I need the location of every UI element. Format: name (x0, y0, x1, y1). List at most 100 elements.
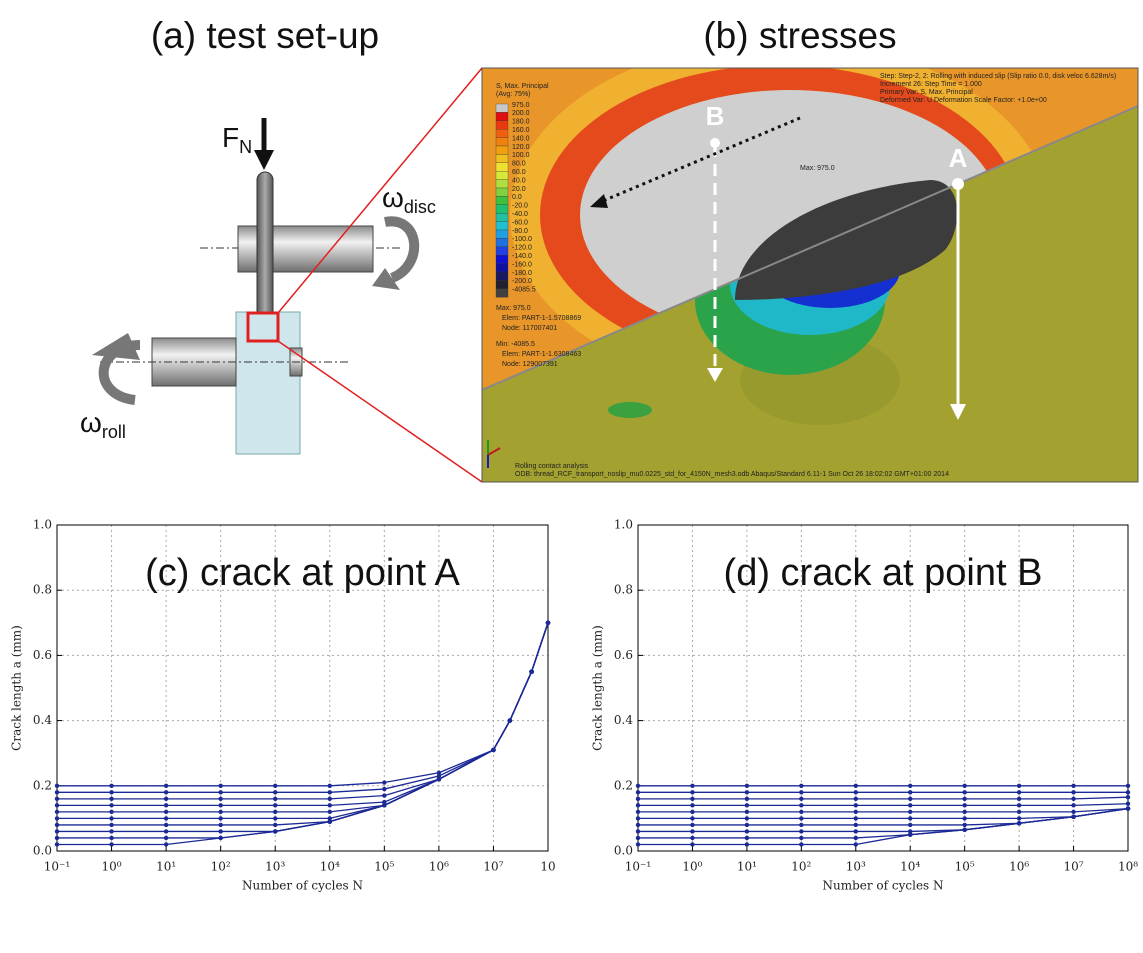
legend-swatch (496, 289, 508, 297)
data-point (908, 816, 912, 820)
point-label: B (706, 101, 725, 131)
data-point (437, 771, 441, 775)
subscript: disc (404, 197, 436, 217)
x-tick-label: 10⁻¹ (44, 860, 70, 874)
data-point (164, 829, 168, 833)
legend-value: 80.0 (512, 161, 526, 168)
roller (236, 312, 300, 454)
legend-value: 100.0 (512, 152, 530, 159)
legend-value: 120.0 (512, 144, 530, 151)
data-point (273, 823, 277, 827)
extreme-note: Min: -4085.5 (496, 341, 535, 348)
data-point (690, 790, 694, 794)
data-point (854, 810, 858, 814)
data-point (546, 621, 550, 625)
symbol: ω (80, 407, 102, 438)
x-tick-label: 10¹ (156, 860, 176, 874)
data-point (1017, 821, 1021, 825)
data-point (55, 797, 59, 801)
contour (608, 402, 652, 418)
data-point (636, 790, 640, 794)
data-point (962, 803, 966, 807)
data-point (109, 790, 113, 794)
data-point (636, 823, 640, 827)
legend-swatch (496, 247, 508, 255)
legend-swatch (496, 238, 508, 246)
legend-value: -40.0 (512, 211, 528, 218)
figure: (a) test set-up FN ωdisc ωroll (b) stres… (0, 0, 1143, 953)
data-point (962, 823, 966, 827)
data-point (908, 790, 912, 794)
data-point (1126, 784, 1130, 788)
data-point (690, 842, 694, 846)
legend-swatch (496, 230, 508, 238)
data-point (164, 790, 168, 794)
data-point (690, 784, 694, 788)
data-point (908, 797, 912, 801)
legend-swatch (496, 180, 508, 188)
data-point (1017, 790, 1021, 794)
data-point (745, 842, 749, 846)
x-tick-label: 10⁷ (1064, 860, 1084, 874)
legend-swatch (496, 196, 508, 204)
x-tick-label: 10³ (265, 860, 285, 874)
y-tick-label: 0.6 (33, 648, 52, 662)
data-point (745, 829, 749, 833)
data-point (382, 780, 386, 784)
panel-a: (a) test set-up FN ωdisc ωroll (80, 15, 482, 482)
x-tick-label: 10⁷ (483, 860, 503, 874)
x-tick-label: 10 (540, 860, 555, 874)
legend-swatch (496, 146, 508, 154)
data-point (690, 797, 694, 801)
data-point (218, 816, 222, 820)
x-tick-label: 10⁵ (374, 860, 394, 874)
charts: 0.00.20.40.60.81.010⁻¹10⁰10¹10²10³10⁴10⁵… (10, 518, 1139, 893)
data-point (745, 797, 749, 801)
legend-swatch (496, 138, 508, 146)
data-point (636, 797, 640, 801)
x-tick-label: 10⁴ (320, 860, 340, 874)
data-point (164, 816, 168, 820)
data-point (854, 803, 858, 807)
legend-value: -20.0 (512, 203, 528, 210)
legend-value: -60.0 (512, 219, 528, 226)
data-point (745, 784, 749, 788)
x-tick-label: 10¹ (737, 860, 757, 874)
legend-swatch (496, 104, 508, 112)
data-point (382, 793, 386, 797)
data-point (799, 829, 803, 833)
data-point (690, 836, 694, 840)
data-point (109, 836, 113, 840)
data-point (328, 797, 332, 801)
legend-value: 60.0 (512, 169, 526, 176)
data-point (218, 836, 222, 840)
zoom-line (278, 341, 482, 482)
data-point (328, 803, 332, 807)
data-point (328, 810, 332, 814)
disc (257, 172, 273, 332)
data-point (218, 784, 222, 788)
data-point (218, 803, 222, 807)
data-point (636, 816, 640, 820)
data-point (164, 842, 168, 846)
data-point (273, 803, 277, 807)
data-point (962, 810, 966, 814)
disc-speed-label: ωdisc (382, 182, 436, 216)
y-tick-label: 0.8 (33, 583, 52, 597)
data-point (55, 810, 59, 814)
symbol: ω (382, 182, 404, 213)
legend-value: 180.0 (512, 119, 530, 126)
data-point (854, 790, 858, 794)
data-point (164, 803, 168, 807)
data-point (636, 829, 640, 833)
data-point (55, 836, 59, 840)
x-axis-label: Number of cycles N (242, 879, 363, 893)
data-point (529, 670, 533, 674)
data-point (1071, 803, 1075, 807)
legend-swatch (496, 213, 508, 221)
data-point (799, 784, 803, 788)
data-point (854, 836, 858, 840)
x-tick-label: 10⁶ (429, 860, 449, 874)
x-tick-label: 10⁻¹ (625, 860, 651, 874)
